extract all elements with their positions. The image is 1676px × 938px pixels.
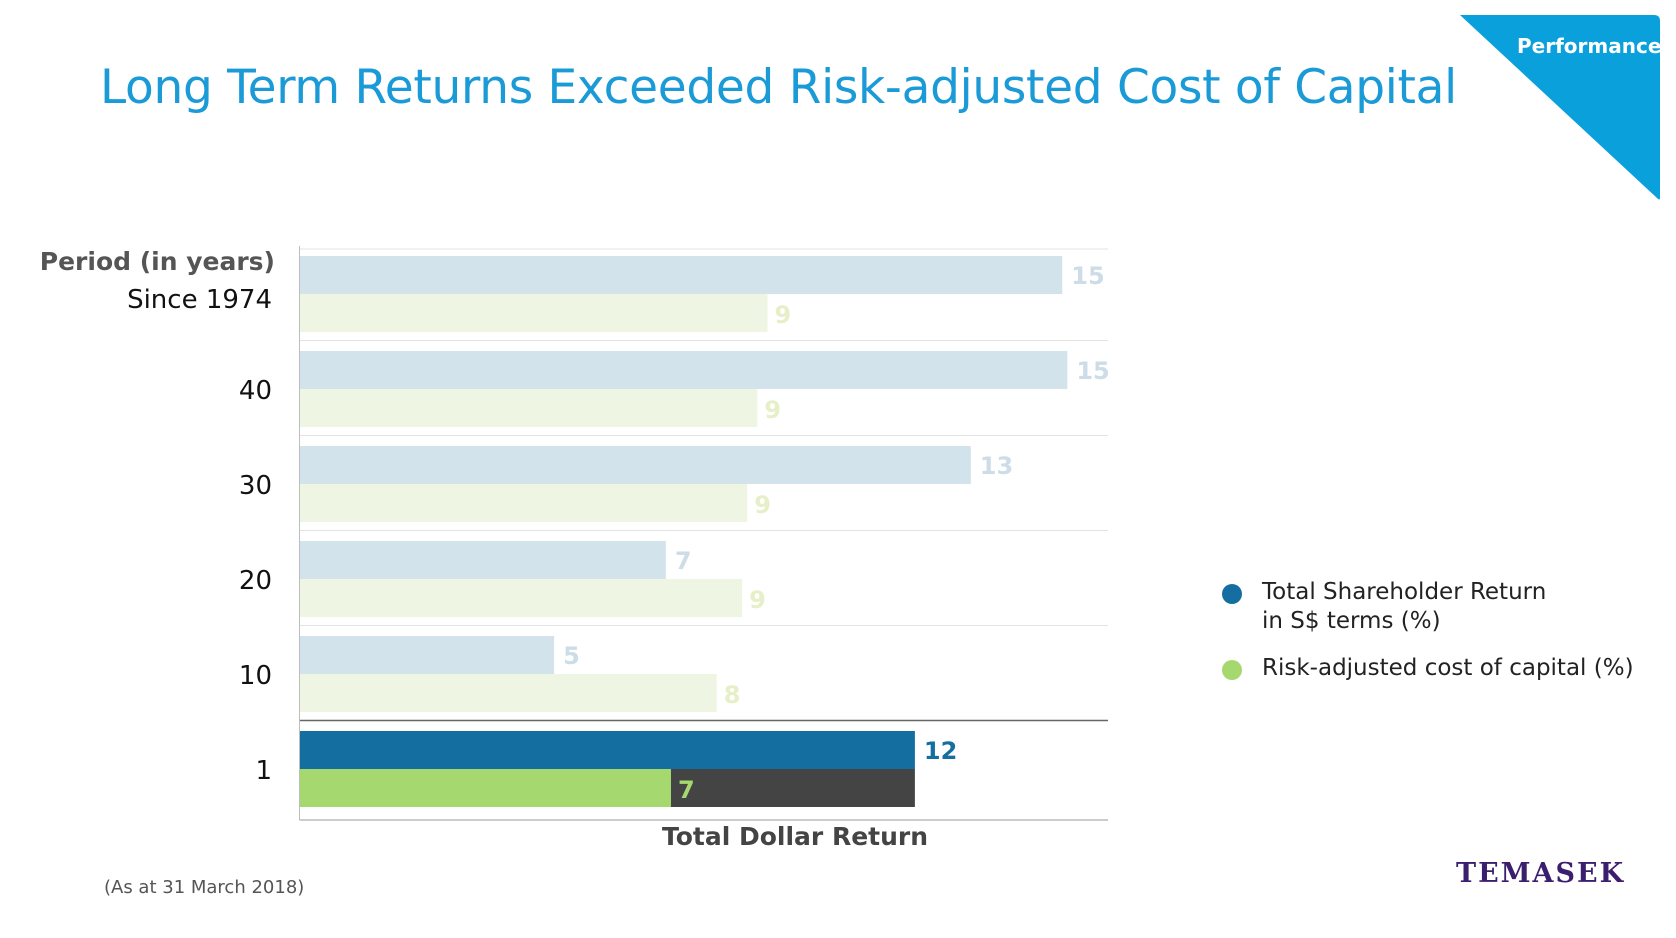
bar-cost-30 (300, 484, 748, 522)
bar-tsr-30 (300, 446, 971, 484)
value-label-tsr-30: 13 (980, 452, 1013, 480)
footnote: (As at 31 March 2018) (104, 877, 305, 898)
legend-label-cost: Risk-adjusted cost of capital (%) (1262, 655, 1634, 681)
category-label-30: 30 (239, 471, 272, 501)
legend-item-cost: Risk-adjusted cost of capital (%) (1222, 654, 1662, 683)
value-label-tsr-20: 7 (675, 547, 692, 575)
value-label-cost-1: 7 (678, 776, 695, 804)
value-label-tsr-10: 5 (563, 642, 580, 670)
total-dollar-return-label: Total Dollar Return (662, 822, 928, 851)
chart-legend: Total Shareholder Return in S$ terms (%)… (1222, 578, 1662, 683)
legend-dot-cost (1222, 660, 1242, 680)
performance-corner-tab (1460, 15, 1660, 200)
bar-cost-40 (300, 389, 758, 427)
value-label-tsr-40: 15 (1076, 357, 1109, 385)
value-label-tsr-1: 12 (924, 737, 957, 765)
temasek-logo: TEMASEK (1456, 858, 1626, 889)
category-label-since-1974: Since 1974 (127, 285, 272, 315)
value-label-cost-20: 9 (749, 586, 766, 614)
category-label-40: 40 (239, 376, 272, 406)
bar-tsr-20 (300, 541, 666, 579)
section-tag: Performance (1517, 34, 1662, 58)
bar-cost-10 (300, 674, 717, 712)
chart-labels: Period (in years)Since 19741594015930139… (40, 247, 1110, 851)
legend-item-tsr: Total Shareholder Return in S$ terms (%) (1222, 578, 1662, 636)
category-label-10: 10 (239, 661, 272, 691)
bar-cost-1 (300, 769, 671, 807)
bar-tsr-1 (300, 731, 915, 769)
value-label-cost-10: 8 (724, 681, 741, 709)
bar-tsr-10 (300, 636, 555, 674)
legend-label-tsr: Total Shareholder Return in S$ terms (%) (1262, 579, 1547, 634)
bar-cost-20 (300, 579, 743, 617)
category-label-1: 1 (255, 756, 272, 786)
bar-cost-since-1974 (300, 294, 768, 332)
legend-dot-tsr (1222, 584, 1242, 604)
category-label-20: 20 (239, 566, 272, 596)
value-label-tsr-since-1974: 15 (1071, 262, 1104, 290)
value-label-cost-since-1974: 9 (775, 301, 792, 329)
chart-grid (299, 246, 1108, 821)
bar-tsr-since-1974 (300, 256, 1063, 294)
period-header-label: Period (in years) (40, 247, 275, 276)
value-label-cost-40: 9 (764, 396, 781, 424)
chart-bars (300, 256, 1068, 807)
bar-tsr-40 (300, 351, 1068, 389)
page-title: Long Term Returns Exceeded Risk-adjusted… (100, 60, 1457, 115)
value-label-cost-30: 9 (754, 491, 771, 519)
